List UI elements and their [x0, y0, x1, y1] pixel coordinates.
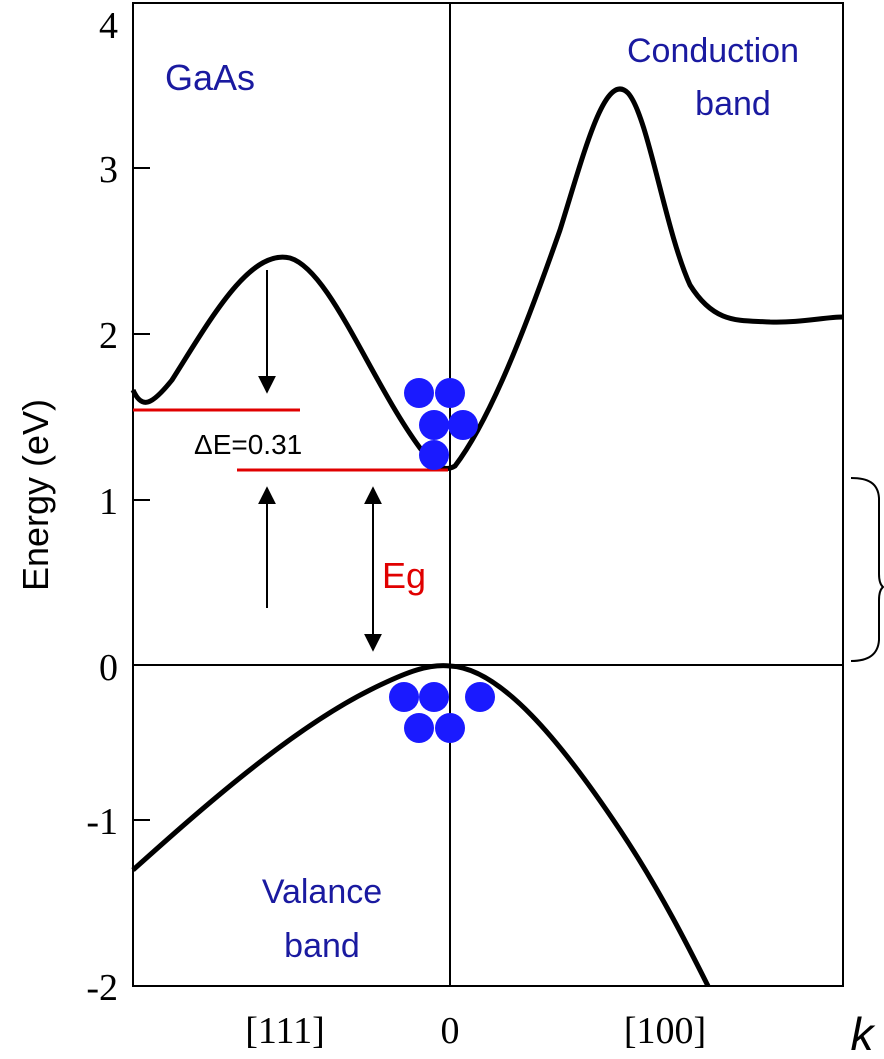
y-tick-label: -1 [86, 801, 118, 843]
y-tick-label: 2 [99, 315, 118, 357]
hole-dot [419, 682, 449, 712]
plot-frame [132, 2, 844, 987]
electron-dot [404, 378, 434, 408]
conduction-band-label-line2: band [695, 85, 771, 123]
electron-dot [448, 410, 478, 440]
delta-e-label: ΔE=0.31 [194, 429, 302, 460]
y-tick-label: 0 [99, 647, 118, 689]
hole-dot [435, 713, 465, 743]
conduction-band-curve [130, 86, 844, 472]
valence-band-label-line2: band [284, 927, 360, 965]
gap-brace [850, 477, 884, 662]
gap-label: Eg [382, 555, 426, 596]
valence-band-label-line1: Valance [262, 873, 382, 911]
hole-dot [465, 682, 495, 712]
electron-dot [435, 378, 465, 408]
electron-dot [419, 440, 449, 470]
y-tick-label: 4 [99, 5, 118, 47]
y-tick-label: 3 [99, 149, 118, 191]
hole-cluster [389, 682, 495, 743]
valence-band-curve [131, 663, 711, 988]
electron-cluster [404, 378, 478, 470]
electron-dot [419, 410, 449, 440]
y-tick-labels: 4 3 2 1 0 -1 -2 [86, 5, 118, 1009]
x-tick-label: [100] [624, 1010, 706, 1052]
y-ticks [133, 167, 150, 821]
y-axis-label: Energy (eV) [15, 399, 56, 591]
x-axis-label: k [851, 1008, 876, 1059]
material-label: GaAs [165, 57, 255, 98]
hole-dot [389, 682, 419, 712]
y-tick-label: -2 [86, 967, 118, 1009]
y-tick-label: 1 [99, 481, 118, 523]
conduction-band-label-line1: Conduction [627, 32, 799, 70]
x-tick-label: 0 [441, 1010, 460, 1052]
hole-dot [404, 713, 434, 743]
x-tick-labels: [111] 0 [100] [245, 1010, 706, 1052]
x-tick-label: [111] [245, 1010, 325, 1052]
